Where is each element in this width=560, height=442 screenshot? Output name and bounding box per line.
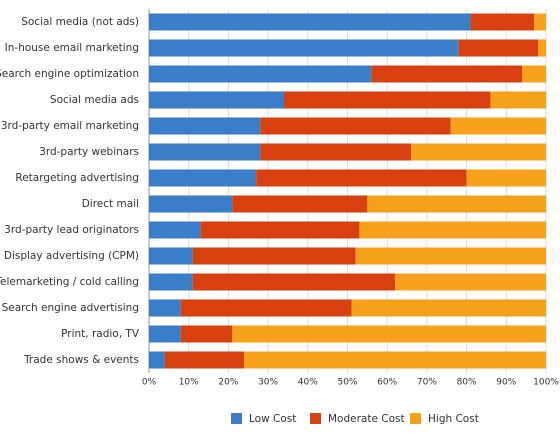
x-tick-label: 90% [496, 378, 516, 388]
bar-segment [149, 247, 193, 265]
bar-segment [180, 325, 233, 343]
legend-swatch [310, 413, 321, 424]
bar-segment [522, 65, 546, 83]
legend-label: Low Cost [249, 413, 296, 425]
bar-segment [395, 273, 546, 291]
bar-segment [149, 351, 165, 369]
bar-segment [470, 13, 535, 31]
y-tick-label: 3rd-party webinars [39, 146, 139, 158]
y-tick-label: Trade shows & events [23, 354, 139, 366]
bar-segment [355, 247, 546, 265]
y-tick-label: Telemarketing / cold calling [0, 276, 139, 288]
legend-swatch [410, 413, 421, 424]
bar-segment [164, 351, 245, 369]
y-tick-label: 3rd-party lead originators [4, 224, 139, 236]
x-tick-label: 30% [258, 378, 278, 388]
bar-segment [260, 143, 412, 161]
bar-segment [458, 39, 539, 57]
bar-segment [359, 221, 546, 239]
x-tick-label: 60% [377, 378, 397, 388]
x-tick-label: 0% [142, 378, 157, 388]
bar-segment [371, 65, 523, 83]
y-tick-label: Retargeting advertising [15, 172, 139, 184]
bar-segment [490, 91, 546, 109]
y-tick-label: In-house email marketing [5, 42, 139, 54]
y-tick-label: Direct mail [82, 198, 139, 210]
bar-segment [149, 169, 257, 187]
bar-segment [244, 351, 546, 369]
bar-segment [466, 169, 546, 187]
bar-segment [149, 221, 201, 239]
bar-segment [149, 65, 372, 83]
bar-segment [192, 247, 356, 265]
legend-label: High Cost [428, 413, 479, 425]
bar-segment [367, 195, 546, 213]
y-tick-label: Search engine advertising [2, 302, 139, 314]
bar-segment [149, 325, 181, 343]
bar-segment [538, 39, 546, 57]
legend-label: Moderate Cost [328, 413, 405, 425]
x-tick-label: 50% [337, 378, 357, 388]
bar-segment [149, 143, 261, 161]
y-tick-label: Social media ads [50, 94, 139, 106]
bar-segment [411, 143, 546, 161]
bar-segment [180, 299, 352, 317]
bar-segment [149, 195, 233, 213]
y-tick-label: Display advertising (CPM) [4, 250, 139, 262]
x-tick-label: 10% [179, 378, 199, 388]
bar-segment [192, 273, 396, 291]
bar-segment [149, 91, 284, 109]
legend-swatch [231, 413, 242, 424]
bar-segment [260, 117, 451, 135]
x-tick-label: 100% [533, 378, 559, 388]
bar-segment [232, 195, 368, 213]
bar-segment [534, 13, 546, 31]
x-tick-label: 70% [417, 378, 437, 388]
y-tick-label: Print, radio, TV [61, 328, 140, 340]
x-tick-label: 40% [298, 378, 318, 388]
bar-segment [149, 13, 471, 31]
y-tick-label: Social media (not ads) [21, 16, 139, 28]
bar-segment [256, 169, 467, 187]
bar-segment [149, 117, 261, 135]
bar-segment [450, 117, 546, 135]
x-tick-label: 80% [457, 378, 477, 388]
bar-segment [149, 299, 181, 317]
y-tick-label: 3rd-party email marketing [1, 120, 139, 132]
bar-segment [232, 325, 546, 343]
y-tick-label: Search engine optimization [0, 68, 139, 80]
bar-segment [200, 221, 360, 239]
x-tick-label: 20% [218, 378, 238, 388]
bar-segment [149, 39, 459, 57]
bar-segment [283, 91, 491, 109]
bar-segment [149, 273, 193, 291]
bar-segment [351, 299, 546, 317]
